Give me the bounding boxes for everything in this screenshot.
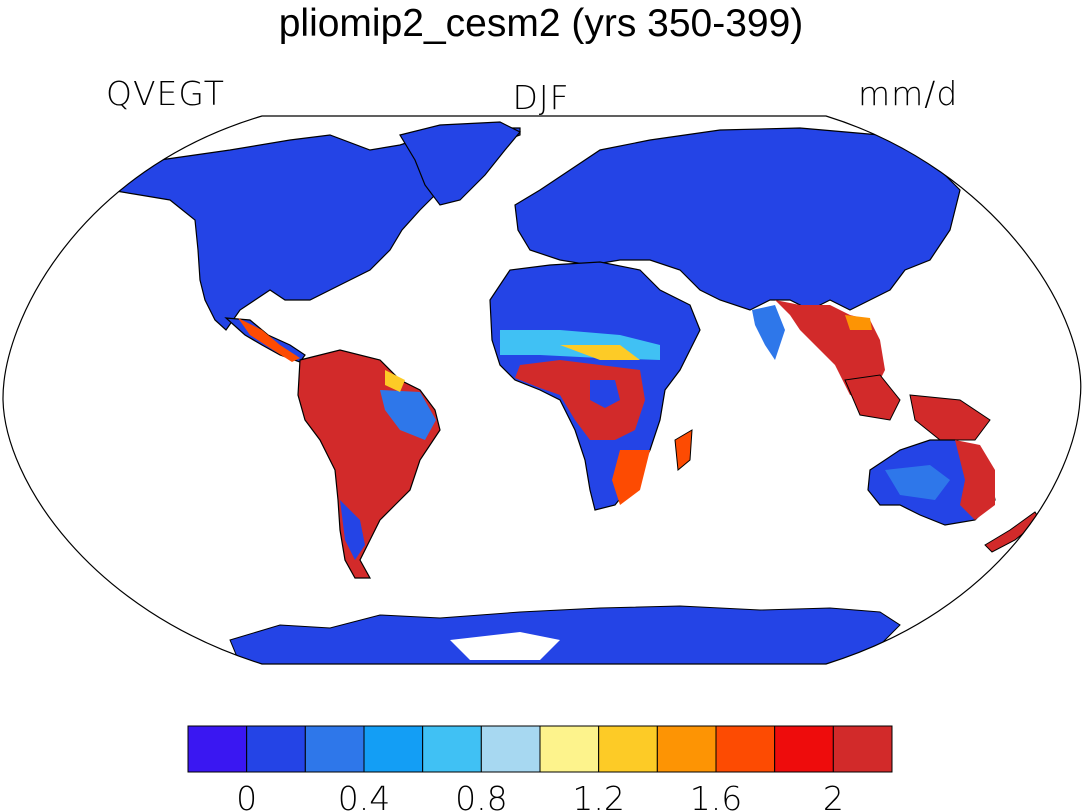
antarctica-gap <box>450 632 560 660</box>
colorbar-tick-label: 0.8 <box>455 779 507 812</box>
colorbar-swatch <box>480 725 541 773</box>
congo-center <box>590 380 620 408</box>
globe-outline <box>2 115 1082 665</box>
australia-interior <box>885 465 950 500</box>
greenland <box>399 121 521 206</box>
new-guinea <box>909 394 991 441</box>
season-label: DJF <box>512 78 570 117</box>
colorbar-tick-label: 1.2 <box>572 779 624 812</box>
colorbar-tick-label: 0 <box>236 779 257 812</box>
colorbar-tick-label: 0.4 <box>338 779 390 812</box>
south-america-yellow <box>385 370 405 392</box>
sahel-yellow <box>560 345 640 360</box>
colorbar-tick-label: 1.6 <box>690 779 742 812</box>
south-china-orange <box>845 315 872 330</box>
south-america-south <box>340 500 365 560</box>
colorbar-swatch <box>774 725 834 773</box>
colorbar-swatch <box>832 725 893 773</box>
colorbar-tick-label: 2 <box>823 779 844 812</box>
colorbar-swatch <box>187 725 248 773</box>
colorbar-swatch <box>539 725 600 773</box>
madagascar <box>674 429 693 471</box>
variable-label: QVEGT <box>106 74 225 113</box>
colorbar-swatch <box>715 725 776 773</box>
colorbar-swatch <box>598 725 658 773</box>
sumatra-borneo <box>844 374 901 421</box>
figure-title: pliomip2_cesm2 (yrs 350-399) <box>278 2 804 45</box>
colorbar-swatch <box>422 725 482 773</box>
units-label: mm/d <box>858 74 959 113</box>
colorbar-swatch <box>363 725 424 773</box>
india <box>752 305 785 360</box>
south-africa-east <box>612 450 650 505</box>
central-america-wet <box>238 318 300 362</box>
australia-east-wet <box>955 440 995 520</box>
colorbar-swatch <box>304 725 365 773</box>
north-america <box>108 127 521 331</box>
eurasia <box>514 127 961 311</box>
colorbar-swatch <box>246 725 306 773</box>
south-america-east <box>380 390 436 440</box>
colorbar-swatch <box>656 725 717 773</box>
